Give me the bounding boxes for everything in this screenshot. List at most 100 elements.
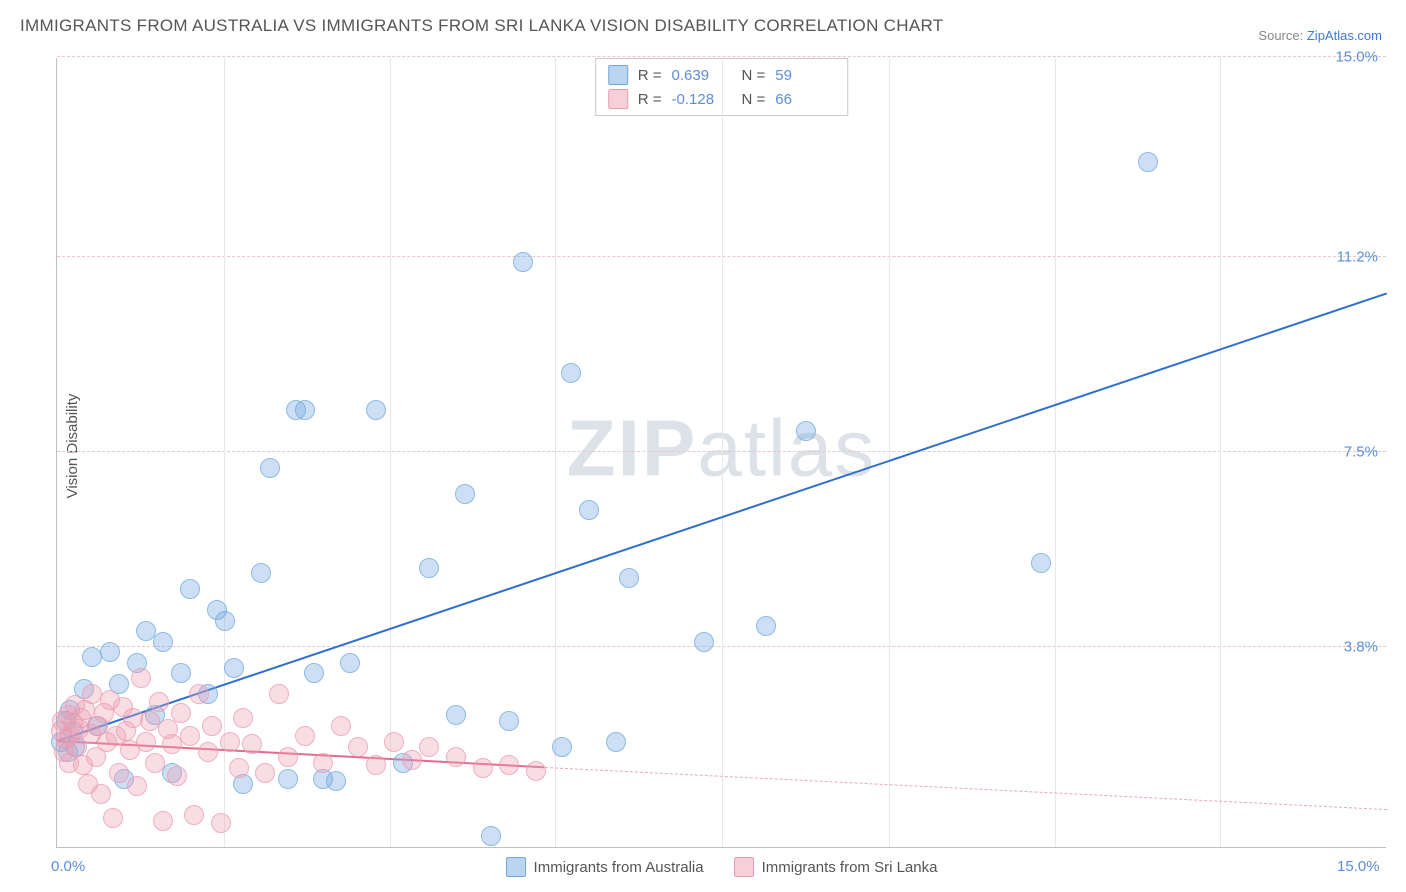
legend-series-name: Immigrants from Sri Lanka [762,859,938,876]
scatter-point [384,732,404,752]
x-tick-label: 15.0% [1337,858,1380,875]
gridline-vertical [722,58,723,847]
scatter-point [215,611,235,631]
source-label: Source: [1258,28,1303,43]
scatter-point [260,458,280,478]
scatter-point [446,705,466,725]
scatter-point [295,400,315,420]
scatter-point [233,708,253,728]
legend-item: Immigrants from Australia [506,857,704,877]
legend-r-label: R = [638,67,662,84]
legend-n-label: N = [742,91,766,108]
scatter-point [189,684,209,704]
plot-area: ZIPatlas R =0.639N =59R =-0.128N =66 Imm… [56,58,1386,848]
gridline-vertical [224,58,225,847]
y-tick-label: 7.5% [1344,444,1378,461]
y-tick-label: 3.8% [1344,638,1378,655]
y-tick-label: 15.0% [1335,49,1378,66]
scatter-point [402,750,422,770]
scatter-point [180,726,200,746]
scatter-point [153,632,173,652]
legend-swatch [506,857,526,877]
y-tick-label: 11.2% [1337,249,1378,266]
scatter-point [340,653,360,673]
scatter-point [619,568,639,588]
scatter-point [153,811,173,831]
scatter-point [606,732,626,752]
legend-item: Immigrants from Sri Lanka [734,857,938,877]
scatter-point [455,484,475,504]
scatter-point [366,755,386,775]
scatter-point [127,776,147,796]
scatter-point [198,742,218,762]
scatter-point [278,747,298,767]
scatter-point [167,766,187,786]
scatter-point [513,252,533,272]
scatter-point [242,734,262,754]
scatter-point [579,500,599,520]
scatter-point [419,737,439,757]
legend-n-value: 66 [775,91,835,108]
scatter-point [211,813,231,833]
scatter-point [481,826,501,846]
scatter-point [756,616,776,636]
scatter-point [136,732,156,752]
scatter-point [278,769,298,789]
gridline-vertical [555,58,556,847]
scatter-point [326,771,346,791]
scatter-point [202,716,222,736]
scatter-point [251,563,271,583]
scatter-point [313,753,333,773]
trend-line [545,767,1387,810]
chart-container: IMMIGRANTS FROM AUSTRALIA VS IMMIGRANTS … [0,0,1406,892]
chart-title: IMMIGRANTS FROM AUSTRALIA VS IMMIGRANTS … [20,16,943,36]
scatter-point [295,726,315,746]
scatter-point [220,732,240,752]
scatter-point [171,703,191,723]
scatter-point [552,737,572,757]
legend-n-value: 59 [775,67,835,84]
legend-series-name: Immigrants from Australia [534,859,704,876]
scatter-point [229,758,249,778]
scatter-point [499,711,519,731]
source-attribution: Source: ZipAtlas.com [1258,28,1382,43]
gridline-horizontal [57,56,1386,57]
scatter-point [1031,553,1051,573]
x-tick-label: 0.0% [51,858,85,875]
scatter-point [419,558,439,578]
scatter-point [224,658,244,678]
legend-swatch [608,89,628,109]
legend-n-label: N = [742,67,766,84]
scatter-point [131,668,151,688]
scatter-point [331,716,351,736]
legend-swatch [734,857,754,877]
scatter-point [109,763,129,783]
scatter-point [145,753,165,773]
watermark-bold: ZIP [567,403,697,492]
gridline-vertical [889,58,890,847]
watermark-rest: atlas [697,403,876,492]
legend-swatch [608,65,628,85]
scatter-point [91,784,111,804]
scatter-point [184,805,204,825]
scatter-point [304,663,324,683]
scatter-point [473,758,493,778]
scatter-point [136,621,156,641]
scatter-point [446,747,466,767]
gridline-vertical [390,58,391,847]
gridline-vertical [1055,58,1056,847]
scatter-point [1138,152,1158,172]
source-link[interactable]: ZipAtlas.com [1307,28,1382,43]
scatter-point [561,363,581,383]
scatter-point [171,663,191,683]
scatter-point [526,761,546,781]
legend-r-label: R = [638,91,662,108]
scatter-point [796,421,816,441]
scatter-point [180,579,200,599]
scatter-point [366,400,386,420]
scatter-point [103,808,123,828]
scatter-point [100,642,120,662]
scatter-point [149,692,169,712]
scatter-point [348,737,368,757]
scatter-point [694,632,714,652]
